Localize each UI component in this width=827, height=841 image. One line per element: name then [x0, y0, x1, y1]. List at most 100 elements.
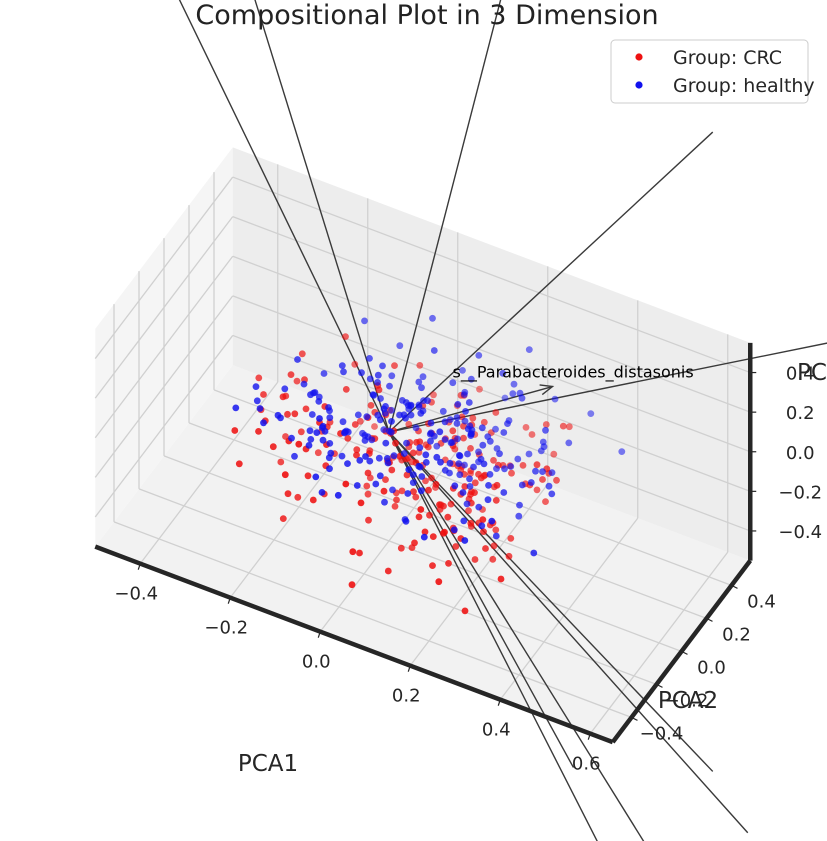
data-point [374, 379, 381, 386]
data-point [353, 451, 360, 459]
data-point [366, 355, 373, 362]
data-point [311, 389, 319, 396]
data-point [499, 369, 507, 377]
loading-labels: s__Parabacteroides_distasonis [453, 363, 694, 383]
data-point [465, 507, 472, 515]
data-point [381, 498, 388, 506]
data-point [510, 380, 518, 388]
loading-vector [388, 431, 749, 834]
data-point [382, 439, 390, 447]
y-tick-mark [731, 584, 738, 589]
data-point [480, 418, 488, 426]
data-point [465, 399, 473, 406]
data-point [565, 423, 573, 431]
data-point [452, 543, 460, 550]
data-point [294, 356, 301, 363]
data-point [553, 476, 560, 484]
data-point [389, 486, 396, 494]
data-point [353, 482, 361, 489]
data-point [391, 362, 398, 369]
data-point [461, 537, 469, 544]
data-point [533, 461, 541, 469]
data-point [468, 426, 476, 434]
grid-line-y-floor [188, 422, 707, 620]
data-point [341, 428, 349, 436]
data-point [284, 410, 291, 418]
data-point [421, 528, 429, 536]
grid-line-z-left [94, 335, 234, 518]
data-point [459, 367, 466, 374]
z-tick-label: −0.2 [778, 482, 822, 503]
data-point [374, 411, 382, 419]
data-point [454, 435, 461, 443]
data-point [319, 436, 327, 444]
x-tick-mark [497, 699, 501, 706]
series-healthy [232, 314, 626, 557]
data-point [429, 314, 436, 322]
x-tick-label: −0.2 [204, 618, 248, 639]
data-point [418, 473, 426, 480]
data-point [361, 317, 368, 325]
data-point [426, 511, 433, 519]
data-point [313, 429, 321, 436]
data-point [338, 362, 346, 369]
data-point [459, 489, 467, 496]
loading-vectors [178, 0, 827, 841]
data-point [485, 482, 492, 489]
data-point [453, 414, 461, 421]
data-point [281, 471, 289, 479]
data-point [441, 528, 448, 536]
data-point [453, 420, 461, 427]
data-point [492, 497, 500, 504]
data-point [565, 439, 573, 447]
data-point [300, 380, 308, 388]
data-point [274, 411, 282, 419]
data-point [386, 382, 393, 390]
data-point [356, 417, 364, 425]
data-point [518, 394, 526, 402]
data-point [291, 410, 299, 418]
data-point [475, 352, 483, 359]
data-point [425, 486, 432, 494]
data-point [539, 476, 546, 483]
data-point [362, 453, 369, 460]
z-tick-label: 0.2 [786, 403, 815, 424]
data-point [391, 503, 399, 510]
z-tick-label: 0.0 [786, 443, 815, 464]
data-point [484, 496, 492, 504]
data-point [436, 428, 444, 436]
data-point [548, 490, 556, 498]
data-point [492, 532, 500, 540]
data-point [319, 422, 327, 430]
data-point [463, 500, 471, 508]
data-point [471, 479, 479, 487]
data-point [429, 562, 436, 569]
data-point [489, 555, 497, 563]
data-point [269, 443, 277, 451]
data-point [260, 419, 267, 427]
legend-label-healthy: Group: healthy [673, 75, 815, 97]
data-point [305, 442, 313, 449]
data-point [384, 567, 392, 575]
data-point [307, 436, 315, 443]
data-point [437, 501, 445, 509]
data-point [417, 487, 425, 495]
data-point [380, 487, 388, 495]
data-point [500, 429, 508, 436]
data-point [492, 526, 500, 534]
data-point [418, 384, 425, 392]
data-point [326, 465, 333, 473]
data-point [366, 375, 374, 383]
x-axis-label: PCA1 [238, 751, 298, 777]
data-point [403, 439, 410, 447]
data-point [429, 533, 437, 540]
y-tick-mark [681, 650, 688, 655]
data-point [372, 480, 380, 488]
data-point [232, 404, 240, 412]
data-point [256, 405, 264, 412]
data-point [416, 362, 424, 369]
data-point [342, 333, 349, 340]
x-tick-label: 0.6 [572, 754, 601, 775]
data-point [542, 426, 549, 434]
data-point [478, 522, 486, 530]
